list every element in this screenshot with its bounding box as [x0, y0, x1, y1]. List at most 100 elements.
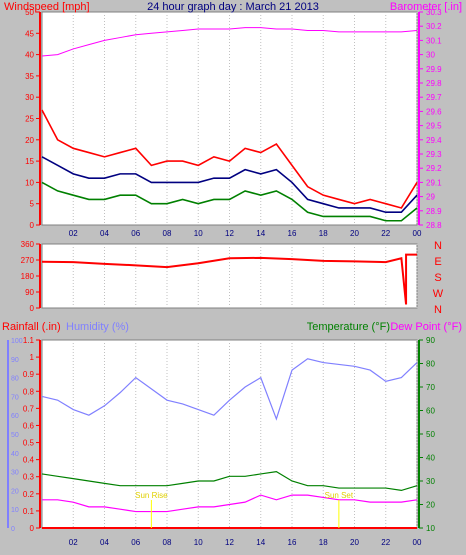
y2-tick-label: 29.7	[426, 93, 442, 102]
x-tick-label: 02	[69, 538, 78, 547]
rain-tick-label: 0	[30, 524, 35, 533]
y-tick-label: 10	[25, 178, 34, 187]
humidity-tick-label: 50	[11, 432, 19, 439]
grid-1	[72, 12, 418, 225]
series-group-1	[41, 27, 418, 222]
temp-tick-label: 60	[426, 407, 435, 416]
x-tick-label: 12	[225, 229, 234, 238]
rain-tick-label: 0.5	[23, 439, 35, 448]
rain-tick-label: 0.1	[23, 507, 35, 516]
temperature-axis-ticks: 10 20 30 40 50 60 70 80 90	[419, 336, 435, 533]
y-tick-label: 15	[25, 157, 34, 166]
y-tick-label: 0	[30, 221, 35, 230]
x-tick-label: 20	[350, 538, 359, 547]
rain-tick-label: 0.3	[23, 473, 35, 482]
left-axis-ticks-1: 0 5 10 15 20 25 30 35 40 45 50	[25, 8, 40, 230]
y2-tick-label: 30.3	[426, 8, 442, 17]
rain-tick-label: 0.8	[23, 387, 35, 396]
series-humidity	[41, 358, 418, 421]
x-tick-label: 00	[413, 229, 422, 238]
series-group-3	[41, 358, 418, 529]
series-group-2	[41, 253, 417, 305]
x-tick-label: 14	[256, 538, 265, 547]
x-tick-label: 16	[288, 538, 297, 547]
humidity-axis-ticks: 0 10 20 30 40 50 60 70 80 90 100	[11, 338, 23, 533]
humidity-tick-label: 70	[11, 394, 19, 401]
y-tick-label: 20	[25, 136, 34, 145]
rainfall-label: Rainfall (.in)	[2, 321, 61, 333]
y2-tick-label: 29.5	[426, 122, 442, 131]
rain-axis-ticks: 0 0.1 0.2 0.3 0.4 0.5 0.6 0.7 0.8 0.9 1 1.1	[23, 336, 40, 533]
series-dewpoint	[42, 494, 418, 513]
x-tick-label: 04	[100, 538, 109, 547]
temp-tick-label: 80	[426, 360, 435, 369]
x-tick-label: 22	[381, 229, 390, 238]
direction-label: E	[434, 256, 441, 268]
x-tick-label: 18	[319, 538, 328, 547]
x-axis-ticks-1: 02 04 06 08 10 12 14 16 18 20 22 00	[69, 229, 422, 238]
x-tick-label: 08	[163, 538, 172, 547]
series-direction	[41, 181, 418, 222]
humidity-tick-label: 0	[11, 526, 15, 533]
sun-marker-label: Sun Set	[325, 491, 354, 500]
x-tick-label: 00	[413, 538, 422, 547]
rain-tick-label: 0.6	[23, 421, 35, 430]
y2-tick-label: 29.6	[426, 107, 442, 116]
y-tick-label: 40	[25, 51, 34, 60]
rain-tick-label: 1.1	[23, 336, 35, 345]
x-tick-label: 16	[288, 229, 297, 238]
y2-tick-label: 29.9	[426, 65, 442, 74]
y2-tick-label: 30.2	[426, 22, 442, 31]
x-tick-label: 20	[350, 229, 359, 238]
y-tick-label: 360	[21, 240, 35, 249]
y2-tick-label: 29.8	[426, 79, 442, 88]
y-tick-label: 90	[25, 288, 34, 297]
rain-humidity-temp-chart: Sun Rise Sun Set 0 0.1 0.2 0.3 0.4 0.5 0.6 0.7 0.…	[2, 321, 462, 547]
x-tick-label: 10	[194, 538, 203, 547]
temperature-label: Temperature (°F)	[307, 321, 390, 333]
chart-title: 24 hour graph day : March 21 2013	[147, 1, 319, 13]
sun-annotations: Sun Rise Sun Set	[135, 491, 354, 528]
x-tick-label: 14	[256, 229, 265, 238]
humidity-tick-label: 10	[11, 507, 19, 514]
direction-label: N	[434, 240, 442, 252]
direction-label: N	[434, 304, 442, 316]
x-tick-label: 02	[69, 229, 78, 238]
direction-label: W	[433, 288, 444, 300]
y-tick-label: 50	[25, 8, 34, 17]
humidity-tick-label: 60	[11, 413, 19, 420]
humidity-tick-label: 90	[11, 357, 19, 364]
y-tick-label: 30	[25, 93, 34, 102]
y2-tick-label: 30.1	[426, 36, 442, 45]
x-tick-label: 22	[381, 538, 390, 547]
y2-tick-label: 29.4	[426, 136, 442, 145]
y2-tick-label: 30	[426, 51, 435, 60]
x-tick-label: 04	[100, 229, 109, 238]
temp-tick-label: 20	[426, 501, 435, 510]
rain-tick-label: 0.9	[23, 370, 35, 379]
y-tick-label: 45	[25, 29, 34, 38]
plot-area-2	[41, 243, 418, 309]
series-gust	[41, 109, 418, 209]
y2-tick-label: 29.2	[426, 164, 442, 173]
x-tick-label: 06	[131, 229, 140, 238]
series-temperature	[41, 470, 418, 492]
temp-tick-label: 30	[426, 477, 435, 486]
y-tick-label: 0	[30, 304, 35, 313]
humidity-tick-label: 80	[11, 376, 19, 383]
sun-marker-label: Sun Rise	[135, 491, 168, 500]
y2-tick-label: 28.8	[426, 221, 442, 230]
y2-tick-label: 29	[426, 193, 435, 202]
series-speed	[41, 156, 418, 214]
rain-tick-label: 0.4	[23, 456, 35, 465]
y-tick-label: 25	[25, 115, 34, 124]
humidity-tick-label: 100	[11, 338, 23, 345]
humidity-tick-label: 30	[11, 470, 19, 477]
dewpoint-label: Dew Point (°F)	[390, 321, 462, 333]
temp-tick-label: 90	[426, 336, 435, 345]
y-tick-label: 35	[25, 72, 34, 81]
direction-label: S	[434, 272, 441, 284]
temp-tick-label: 70	[426, 383, 435, 392]
